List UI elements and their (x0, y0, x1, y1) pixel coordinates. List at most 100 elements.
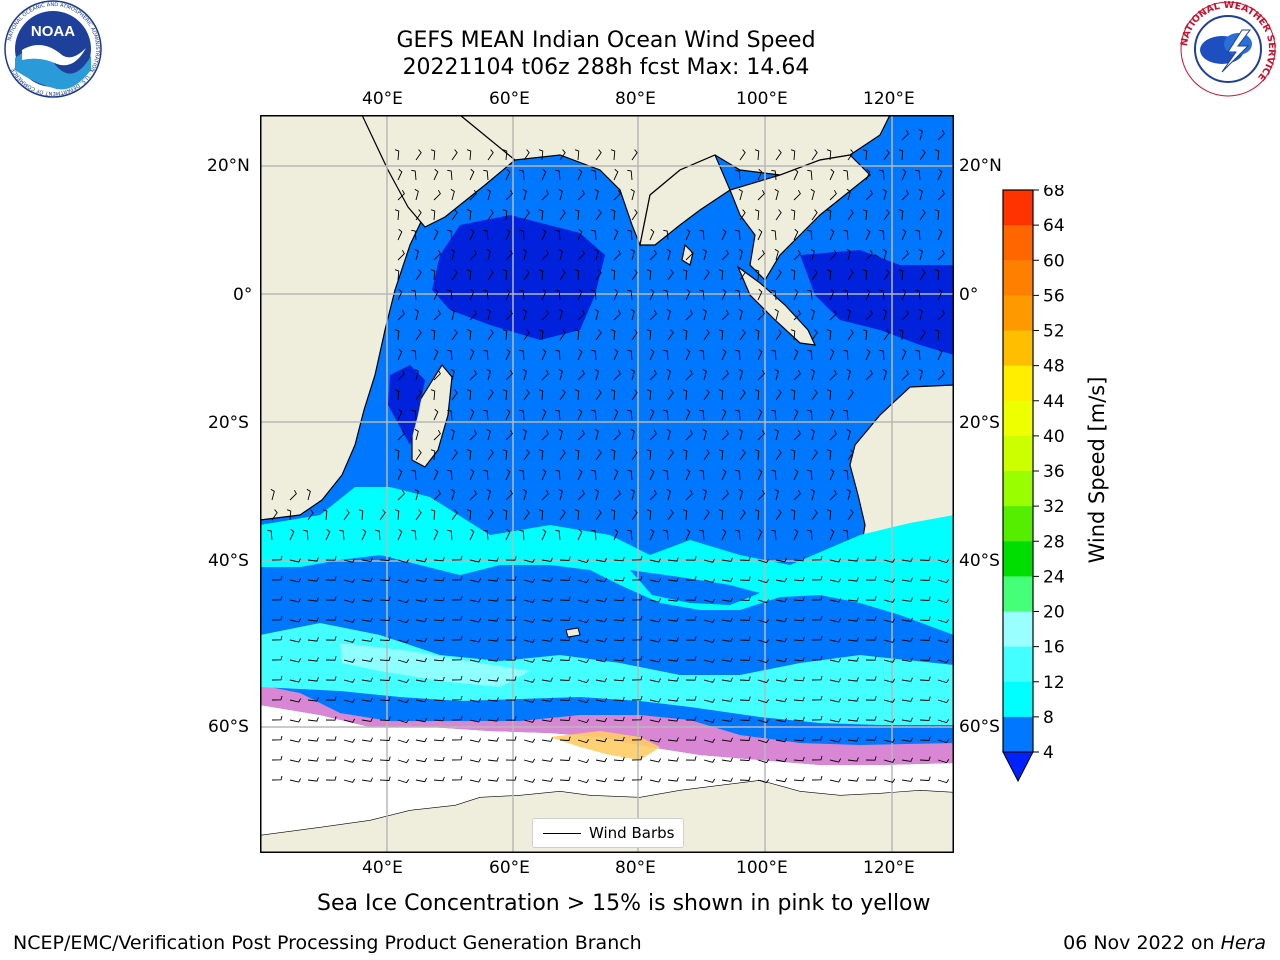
wind-barb (433, 249, 441, 261)
wind-barb (271, 755, 283, 761)
wind-barb (790, 329, 796, 341)
wind-barb (466, 329, 472, 341)
wind-barb (594, 188, 599, 201)
wind-barb (883, 638, 896, 643)
wind-barb (847, 557, 859, 562)
wind-barb (901, 309, 909, 321)
wind-barb (451, 675, 463, 681)
wind-barb (379, 756, 391, 761)
wind-barb (918, 248, 923, 261)
wind-barb (721, 228, 727, 241)
wind-barb (649, 638, 662, 643)
wind-barb (721, 657, 733, 662)
wind-barb (271, 635, 283, 641)
wind-barb (430, 149, 436, 161)
wind-barb (829, 738, 842, 743)
wind-barb (450, 488, 455, 501)
wind-barb (469, 348, 475, 361)
wind-barb (757, 699, 770, 704)
wind-barb (901, 777, 913, 782)
wind-barb (450, 308, 455, 321)
wind-barb (541, 429, 549, 441)
calm-region-madagascar (388, 365, 425, 445)
wind-barb (447, 409, 453, 421)
wind-barb (433, 556, 445, 562)
wind-barb (394, 209, 400, 221)
wind-barb (738, 248, 743, 261)
wind-barb (865, 288, 871, 301)
wind-barb (739, 269, 746, 281)
wind-barb (774, 488, 779, 501)
wind-barb (487, 209, 494, 221)
wind-barb (574, 209, 580, 221)
wind-barb (847, 209, 854, 221)
wind-barb (862, 209, 868, 221)
wind-barb (862, 269, 868, 281)
wind-barb (433, 656, 445, 662)
wind-barb (739, 636, 751, 641)
wind-barb (613, 429, 621, 441)
wind-barb (595, 149, 602, 161)
wind-barb (271, 509, 278, 521)
wind-barb (703, 329, 710, 341)
wind-barb (502, 329, 508, 341)
wind-barb (307, 697, 319, 702)
wind-barb (829, 758, 842, 763)
wind-barb (577, 348, 583, 361)
wind-barb (558, 368, 563, 381)
wind-barb (541, 657, 553, 662)
wind-barb (486, 368, 491, 381)
wind-barb (721, 468, 727, 481)
title-line-1: GEFS MEAN Indian Ocean Wind Speed (396, 28, 816, 53)
wind-barb (502, 389, 508, 401)
wind-barb (757, 619, 770, 624)
wind-barb (847, 509, 854, 521)
colorbar-block (1003, 400, 1033, 437)
wind-barb (699, 349, 705, 361)
wind-barb (862, 149, 868, 161)
wind-barb (394, 329, 400, 341)
wind-barb (793, 528, 799, 541)
wind-barb (610, 449, 616, 461)
wind-barb (505, 656, 517, 661)
wind-barb (663, 349, 669, 361)
wind-barb (667, 637, 679, 642)
wind-barb (577, 719, 590, 724)
colorbar-block (1003, 646, 1033, 683)
wind-barb (775, 449, 782, 461)
wind-barb (685, 228, 691, 241)
wind-barb (415, 577, 427, 583)
wind-barb-legend-label: Wind Barbs (589, 824, 675, 842)
wind-barb (865, 556, 877, 561)
wind-barb (523, 149, 530, 161)
wind-barb (559, 449, 566, 461)
wind-barb (469, 618, 482, 623)
colorbar-block (1003, 576, 1033, 612)
wind-barb (487, 757, 499, 762)
wind-barb (523, 718, 536, 723)
wind-barb (523, 598, 536, 603)
wind-barb (627, 349, 633, 361)
wind-barb (649, 758, 662, 763)
wind-barb (699, 229, 705, 241)
wind-barb (271, 555, 283, 561)
wind-barb (397, 639, 410, 644)
wind-barb (379, 636, 391, 641)
wind-barb (613, 616, 625, 622)
wind-barb (721, 408, 727, 421)
wind-barb (343, 678, 356, 683)
wind-barb (699, 409, 705, 421)
wind-barb (667, 737, 679, 742)
wind-barb (555, 289, 561, 301)
right-lat-label-20n: 20°N (959, 156, 1002, 176)
wind-barb (826, 389, 832, 401)
colorbar-block (1003, 506, 1033, 542)
wind-barb (631, 635, 643, 641)
wind-barb (702, 368, 707, 381)
wind-barb (307, 757, 319, 762)
wind-barb (541, 489, 549, 501)
left-lat-label-20s: 20°S (208, 413, 249, 433)
colorbar-tick-label: 8 (1043, 708, 1054, 728)
wind-barb (487, 697, 499, 702)
wind-barb (361, 557, 373, 562)
